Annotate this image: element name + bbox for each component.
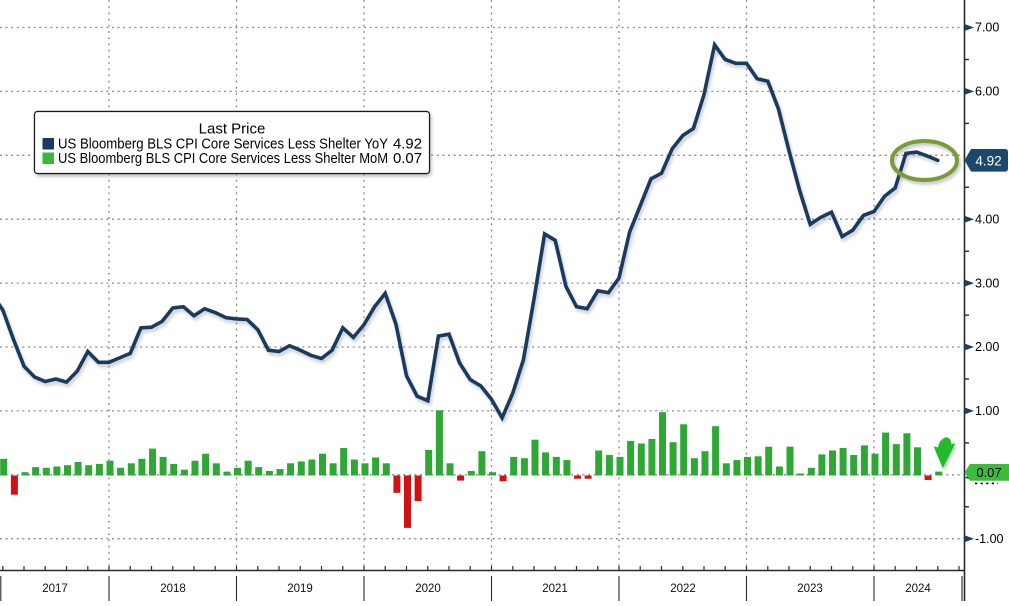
svg-text:7.00: 7.00 [975, 21, 999, 35]
svg-text:6.00: 6.00 [975, 85, 999, 99]
svg-text:US Bloomberg BLS CPI Core Serv: US Bloomberg BLS CPI Core Services Less … [58, 136, 388, 153]
svg-text:2024: 2024 [905, 583, 931, 595]
svg-text:2023: 2023 [797, 583, 823, 595]
svg-text:-1.00: -1.00 [975, 532, 1004, 546]
svg-text:0.07: 0.07 [393, 150, 422, 167]
svg-text:0.07: 0.07 [976, 465, 1001, 480]
svg-text:2.00: 2.00 [975, 340, 999, 354]
svg-text:US Bloomberg BLS CPI Core Serv: US Bloomberg BLS CPI Core Services Less … [58, 150, 388, 167]
svg-text:2019: 2019 [287, 583, 313, 595]
svg-text:2021: 2021 [542, 583, 568, 595]
svg-text:4.92: 4.92 [393, 136, 422, 153]
svg-text:4.00: 4.00 [975, 212, 999, 226]
svg-text:2020: 2020 [415, 583, 441, 595]
svg-text:3.00: 3.00 [975, 276, 999, 290]
svg-text:2022: 2022 [670, 583, 696, 595]
svg-text:4.92: 4.92 [975, 153, 1001, 168]
svg-text:2018: 2018 [160, 583, 186, 595]
svg-text:Last Price: Last Price [199, 121, 266, 138]
svg-text:2017: 2017 [42, 583, 68, 595]
svg-text:1.00: 1.00 [975, 404, 999, 418]
